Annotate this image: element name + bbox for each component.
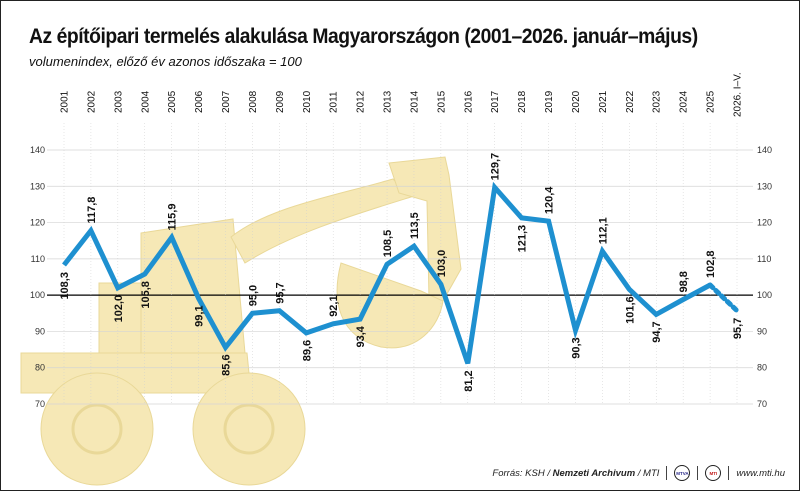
- y-tick-label: 110: [31, 254, 45, 264]
- separator: [728, 466, 730, 480]
- excavator-hubcap: [71, 403, 123, 455]
- year-label: 2009: [275, 90, 286, 113]
- data-label: 121,3: [517, 225, 529, 253]
- year-label: 2018: [517, 90, 528, 113]
- year-label: 2013: [383, 90, 394, 113]
- year-label: 2012: [356, 90, 367, 113]
- chart-subtitle: volumenindex, előző év azonos időszaka =…: [29, 54, 302, 69]
- year-label: 2023: [652, 90, 663, 113]
- year-label: 2019: [544, 90, 555, 113]
- year-labels: 2001 2002 2003 2004 2005 2006 2007 2008 2009 2010…: [60, 72, 744, 117]
- source-archive: Nemzeti Archivum: [552, 467, 636, 479]
- data-label: 85,6: [221, 354, 233, 375]
- year-label: 2010: [302, 90, 313, 113]
- year-label: 2016: [463, 90, 474, 113]
- data-label: 115,9: [167, 204, 179, 231]
- y-tick-label: 80: [35, 363, 45, 373]
- excavator-illustration: [20, 156, 462, 486]
- data-label: 101,6: [624, 296, 636, 324]
- source-prefix: Forrás: KSH /: [492, 467, 553, 479]
- year-label: 2002: [86, 90, 97, 113]
- data-label: 95,7: [732, 318, 744, 339]
- year-label: 2005: [167, 90, 178, 113]
- data-label: 92,1: [328, 295, 340, 316]
- y-tick-label: 130: [30, 181, 45, 191]
- data-label: 112,1: [597, 217, 609, 244]
- year-label: 2011: [329, 91, 340, 113]
- year-label: 2021: [598, 90, 609, 113]
- y-tick-label: 100: [30, 290, 45, 300]
- source-text: Forrás: KSH / Nemzeti Archivum / MTI: [492, 468, 659, 479]
- data-label: 89,6: [301, 340, 313, 361]
- data-label: 108,3: [59, 272, 71, 300]
- y-tick-label: 140: [30, 145, 45, 155]
- data-label: 98,8: [678, 271, 690, 292]
- excavator-hubcap: [223, 403, 275, 455]
- year-label: 2026. I–V.: [733, 72, 744, 117]
- y-tick-label: 140: [757, 145, 772, 155]
- y-tick-label: 120: [757, 218, 772, 228]
- data-label: 94,7: [651, 321, 663, 342]
- year-label: 2024: [679, 90, 690, 113]
- data-label: 105,8: [140, 281, 152, 309]
- y-tick-label: 100: [757, 290, 772, 300]
- data-label: 81,2: [463, 370, 475, 391]
- year-label: 2022: [625, 90, 636, 113]
- data-label: 95,7: [274, 282, 286, 303]
- grid-lines: [47, 123, 753, 405]
- y-tick-label: 90: [757, 326, 767, 336]
- year-label: 2007: [221, 90, 232, 113]
- y-tick-label: 120: [30, 218, 45, 228]
- excavator-wheel: [192, 372, 306, 486]
- year-label: 2004: [140, 90, 151, 113]
- data-label: 102,0: [113, 295, 125, 323]
- excavator-arm: [388, 156, 462, 302]
- website-link[interactable]: www.mti.hu: [736, 467, 785, 479]
- y-tick-label: 130: [757, 181, 772, 191]
- data-label: 113,5: [409, 212, 421, 239]
- y-tick-label: 110: [757, 254, 771, 264]
- mtva-logo-text: MTVA: [676, 470, 689, 476]
- data-label: 108,5: [382, 230, 394, 258]
- source-suffix: / MTI: [635, 467, 660, 479]
- data-label: 90,3: [570, 337, 582, 358]
- y-tick-label: 80: [757, 363, 767, 373]
- year-label: 2001: [60, 90, 71, 113]
- data-label: 129,7: [490, 153, 502, 181]
- year-label: 2020: [571, 90, 582, 113]
- year-label: 2015: [436, 90, 447, 113]
- year-label: 2003: [113, 90, 124, 113]
- excavator-boom: [230, 178, 412, 264]
- data-labels: 108,3 117,8 102,0 105,8 115,9 99,1 85,6 95,0 95,…: [59, 153, 744, 392]
- data-label: 120,4: [544, 186, 556, 214]
- footer: Forrás: KSH / Nemzeti Archivum / MTI MTV…: [492, 465, 785, 481]
- data-label: 103,0: [436, 250, 448, 278]
- data-label: 95,0: [247, 285, 259, 306]
- chart-title: Az építőipari termelés alakulása Magyaro…: [29, 25, 698, 48]
- year-label: 2008: [248, 90, 259, 113]
- data-series: [62, 181, 740, 365]
- year-label: 2025: [706, 90, 717, 113]
- data-label: 93,4: [355, 325, 367, 347]
- y-axis-ticks: 70 70 80 80 90 90 100 100 110 110 120 120 130 130 140 1…: [30, 145, 772, 409]
- year-label: 2014: [409, 90, 420, 113]
- y-tick-label: 70: [757, 399, 767, 409]
- excavator-bucket: [336, 262, 444, 349]
- data-label: 102,8: [705, 250, 717, 278]
- mti-logo: MTI: [705, 465, 722, 481]
- y-tick-label: 70: [35, 399, 45, 409]
- data-label: 99,1: [194, 305, 206, 326]
- year-label: 2006: [194, 90, 205, 113]
- separator: [666, 466, 668, 480]
- mtva-logo: MTVA: [674, 465, 691, 481]
- mti-logo-text: MTI: [709, 470, 718, 476]
- separator: [697, 466, 699, 480]
- excavator-wheel: [40, 372, 154, 486]
- y-tick-label: 90: [35, 326, 45, 336]
- series-line-projected: [707, 282, 740, 314]
- year-label: 2017: [490, 90, 501, 113]
- data-label: 117,8: [86, 197, 98, 224]
